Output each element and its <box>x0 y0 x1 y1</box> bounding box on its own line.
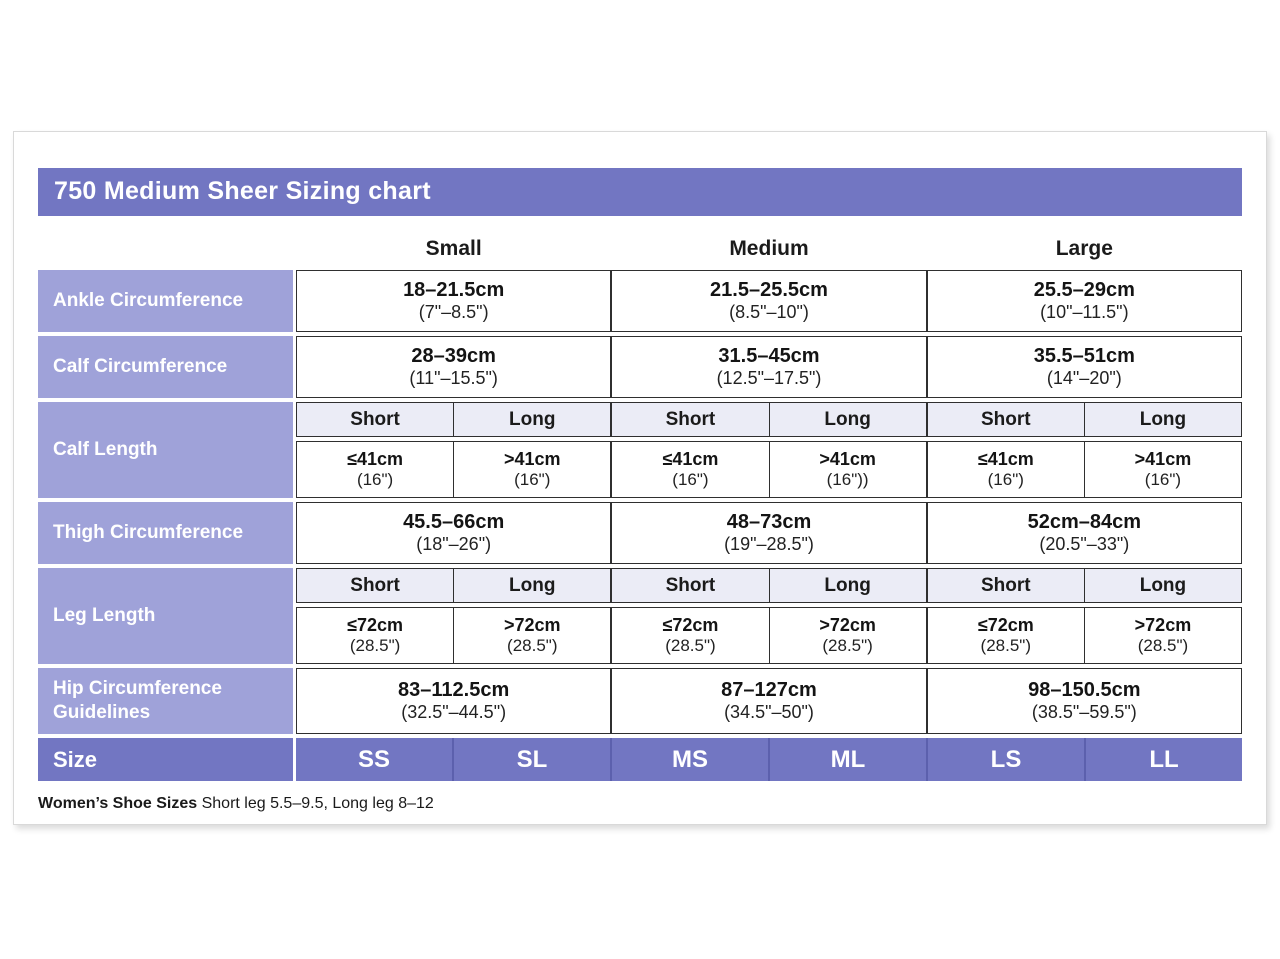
table-row-size: Size SS SL MS ML LS LL <box>38 738 1242 781</box>
ankle-medium-cell: 21.5–25.5cm (8.5"–10") <box>610 271 926 331</box>
leg-length-subheader: Long <box>1083 569 1242 602</box>
leg-length-cell: >72cm (28.5") <box>453 608 611 663</box>
leg-length-subheader: Long <box>453 569 611 602</box>
size-cell-sl: SL <box>452 738 610 781</box>
thigh-small-cell: 45.5–66cm (18"–26") <box>297 503 611 563</box>
size-cell-ll: LL <box>1084 738 1242 781</box>
size-group-large: Large <box>1055 237 1113 260</box>
calf-length-cell: >41cm (16") <box>1083 442 1242 497</box>
footnote-text: Short leg 5.5–9.5, Long leg 8–12 <box>197 795 434 812</box>
size-cell-ls: LS <box>926 738 1084 781</box>
leg-length-subheader: Short <box>610 569 769 602</box>
leg-length-cell: ≤72cm (28.5") <box>297 608 454 663</box>
sizing-table: Small Medium Large Ankle Circumference 1… <box>38 232 1242 781</box>
calf-length-subheader: Long <box>768 403 926 436</box>
calf-circ-large-cell: 35.5–51cm (14"–20") <box>925 337 1241 397</box>
size-cell-ms: MS <box>610 738 768 781</box>
leg-length-cell: ≤72cm (28.5") <box>610 608 769 663</box>
leg-length-subheader: Short <box>925 569 1084 602</box>
sizing-chart-card: 750 Medium Sheer Sizing chart Small Medi… <box>13 131 1267 825</box>
row-label-hip: Hip Circumference Guidelines <box>38 668 293 734</box>
page-title: 750 Medium Sheer Sizing chart <box>38 168 1242 216</box>
ankle-large-cell: 25.5–29cm (10"–11.5") <box>925 271 1241 331</box>
hip-small-cell: 83–112.5cm (32.5"–44.5") <box>297 669 611 733</box>
calf-length-cell: >41cm (16") <box>453 442 611 497</box>
hip-large-cell: 98–150.5cm (38.5"–59.5") <box>925 669 1241 733</box>
table-row-ankle: Ankle Circumference 18–21.5cm (7"–8.5") … <box>38 270 1242 332</box>
ankle-small-cell: 18–21.5cm (7"–8.5") <box>297 271 611 331</box>
row-label-calf-length: Calf Length <box>38 402 293 498</box>
table-row-thigh: Thigh Circumference 45.5–66cm (18"–26") … <box>38 502 1242 564</box>
calf-length-subheader: Short <box>610 403 769 436</box>
row-label-size: Size <box>38 738 293 781</box>
row-label-calf-circumference: Calf Circumference <box>38 336 293 398</box>
row-label-leg-length: Leg Length <box>38 568 293 664</box>
leg-length-subheader: Long <box>768 569 926 602</box>
table-row-hip: Hip Circumference Guidelines 83–112.5cm … <box>38 668 1242 734</box>
calf-length-cell: >41cm (16")) <box>768 442 926 497</box>
thigh-large-cell: 52cm–84cm (20.5"–33") <box>925 503 1241 563</box>
calf-length-cell: ≤41cm (16") <box>610 442 769 497</box>
calf-length-cell: ≤41cm (16") <box>297 442 454 497</box>
table-row-leg-length: Leg Length Short Long Short Long Short L… <box>38 568 1242 664</box>
leg-length-subheader: Short <box>297 569 454 602</box>
calf-length-values-row: ≤41cm (16") >41cm (16") ≤41cm (16") >41c… <box>296 441 1242 498</box>
size-cell-ss: SS <box>296 738 452 781</box>
calf-circ-small-cell: 28–39cm (11"–15.5") <box>297 337 611 397</box>
leg-length-cell: >72cm (28.5") <box>768 608 926 663</box>
leg-length-cell: ≤72cm (28.5") <box>925 608 1084 663</box>
calf-length-subheader: Long <box>453 403 611 436</box>
calf-length-subheader: Long <box>1083 403 1242 436</box>
table-row-calf-length: Calf Length Short Long Short Long Short … <box>38 402 1242 498</box>
calf-length-subheader: Short <box>925 403 1084 436</box>
calf-length-subheader-row: Short Long Short Long Short Long <box>296 402 1242 437</box>
leg-length-values-row: ≤72cm (28.5") >72cm (28.5") ≤72cm (28.5"… <box>296 607 1242 664</box>
thigh-medium-cell: 48–73cm (19"–28.5") <box>610 503 926 563</box>
footnote-lead: Women’s Shoe Sizes <box>38 795 198 812</box>
leg-length-subheader-row: Short Long Short Long Short Long <box>296 568 1242 603</box>
table-row-calf-circumference: Calf Circumference 28–39cm (11"–15.5") 3… <box>38 336 1242 398</box>
size-group-medium: Medium <box>729 237 809 260</box>
leg-length-cell: >72cm (28.5") <box>1083 608 1242 663</box>
size-group-small: Small <box>425 237 482 260</box>
calf-length-cell: ≤41cm (16") <box>925 442 1084 497</box>
row-label-ankle: Ankle Circumference <box>38 270 293 332</box>
hip-medium-cell: 87–127cm (34.5"–50") <box>610 669 926 733</box>
calf-circ-medium-cell: 31.5–45cm (12.5"–17.5") <box>610 337 926 397</box>
size-cell-ml: ML <box>768 738 926 781</box>
row-label-thigh: Thigh Circumference <box>38 502 293 564</box>
size-group-header-row: Small Medium Large <box>38 232 1242 266</box>
calf-length-subheader: Short <box>297 403 454 436</box>
shoe-sizes-footnote: Women’s Shoe Sizes Short leg 5.5–9.5, Lo… <box>38 795 1242 813</box>
